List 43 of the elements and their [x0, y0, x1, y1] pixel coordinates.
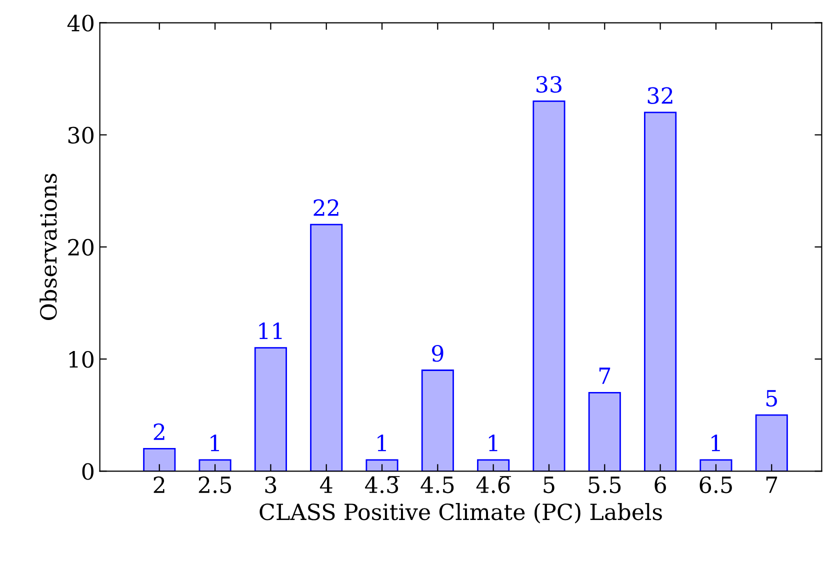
y-axis-title: Observations [40, 174, 57, 320]
x-tick-label: 5.5 [588, 476, 621, 494]
bar [477, 459, 510, 472]
x-tick-label: 3 [265, 476, 276, 494]
data-label: 33 [536, 76, 562, 93]
bar [700, 459, 732, 472]
x-tick-label: 7 [766, 476, 778, 493]
x-tick-label: 4 [320, 476, 332, 493]
data-label: 32 [648, 87, 672, 104]
bar [532, 100, 566, 472]
data-label: 2 [154, 423, 164, 440]
bar [143, 448, 176, 472]
data-label: 7 [599, 368, 610, 384]
x-tick-label: 6.5 [700, 476, 732, 494]
bar [421, 370, 454, 472]
data-label: 1 [378, 434, 386, 452]
x-tick-label: 5 [544, 476, 554, 494]
y-tick-label: 20 [68, 238, 94, 256]
bar [755, 414, 788, 472]
x-tick-label: 4.5 [420, 476, 454, 494]
data-label: 1 [488, 434, 498, 452]
data-label: 9 [432, 344, 444, 362]
bar [644, 112, 677, 472]
data-label: 1 [712, 434, 720, 452]
y-tick-label: 0 [82, 463, 94, 480]
x-tick-label: 4.6̅ [476, 476, 511, 494]
data-label: 5 [766, 390, 777, 407]
bar [588, 392, 621, 472]
x-tick-label: 4.3̅ [365, 476, 400, 494]
x-axis-title: CLASS Positive Climate (PC) Labels [260, 503, 662, 524]
data-label: 11 [259, 322, 282, 340]
y-tick-label: 40 [67, 14, 94, 32]
y-tick-label: 10 [69, 350, 94, 368]
bar [198, 459, 232, 472]
data-label: 1 [210, 434, 219, 452]
data-label: 22 [314, 199, 338, 216]
bar [254, 347, 287, 472]
y-tick-label: 30 [68, 126, 94, 144]
bar [366, 459, 398, 472]
x-tick-label: 2 [154, 476, 164, 493]
bar [310, 224, 343, 472]
x-tick-label: 6 [654, 476, 666, 494]
x-tick-label: 2.5 [198, 476, 231, 494]
